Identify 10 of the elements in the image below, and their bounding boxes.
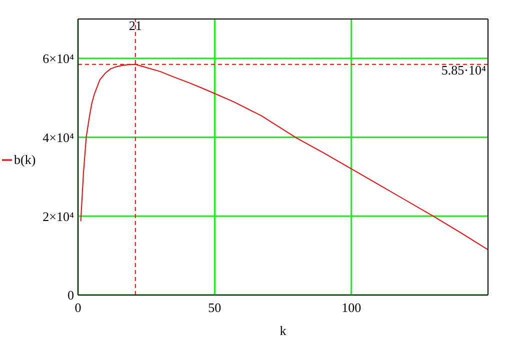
legend-label: b(k) xyxy=(14,152,36,168)
ref-line-label: 21 xyxy=(128,18,142,34)
y-tick-label: 0 xyxy=(68,288,74,303)
x-tick-label: 50 xyxy=(208,300,222,316)
y-tick-label: 2×10⁴ xyxy=(42,208,74,224)
y-tick-label: 6×10⁴ xyxy=(42,51,74,66)
x-axis-title: k xyxy=(280,323,287,337)
ref-line-label: 5.85·10⁴ xyxy=(441,62,486,78)
y-tick-label: 4×10⁴ xyxy=(42,130,74,145)
x-tick-label: 100 xyxy=(342,300,362,316)
